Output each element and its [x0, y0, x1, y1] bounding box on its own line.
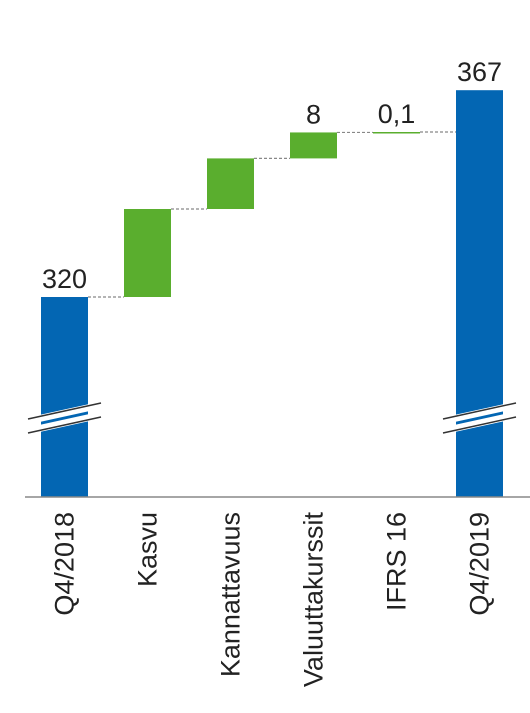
value-label: 367: [457, 57, 502, 87]
axis-break-gap: [27, 401, 102, 425]
axis-break-marks: [27, 401, 517, 435]
bar-valuuttakurssit: [290, 132, 337, 159]
category-label: Kasvu: [133, 512, 163, 587]
chart-bars: [41, 90, 503, 497]
axis-break-line: [442, 402, 517, 420]
category-label: Q4/2018: [50, 512, 80, 616]
value-labels: 320 8 0,1 367: [42, 57, 502, 294]
bar-ifrs-16: [373, 132, 420, 134]
bar-kannattavuus: [207, 158, 254, 209]
value-label: 8: [306, 99, 321, 129]
category-label: IFRS 16: [382, 512, 412, 611]
bar-kasvu: [124, 209, 171, 297]
category-label: Kannattavuus: [216, 512, 246, 677]
category-label: Q4/2019: [465, 512, 495, 616]
value-label: 320: [42, 264, 87, 294]
value-label: 0,1: [378, 99, 416, 129]
axis-break-line: [27, 402, 102, 420]
axis-break-gap: [27, 411, 102, 435]
bar-q4-2019: [456, 90, 503, 497]
axis-break-line: [442, 416, 517, 434]
bar-q4-2018: [41, 297, 88, 497]
category-labels: Q4/2018 Kasvu Kannattavuus Valuuttakurssit I…: [50, 512, 495, 688]
category-label: Valuuttakurssit: [299, 512, 329, 688]
axis-break-gap: [442, 401, 517, 425]
axis-break-gap: [442, 411, 517, 435]
axis-break-line: [27, 416, 102, 434]
connector-lines: [88, 131, 456, 298]
